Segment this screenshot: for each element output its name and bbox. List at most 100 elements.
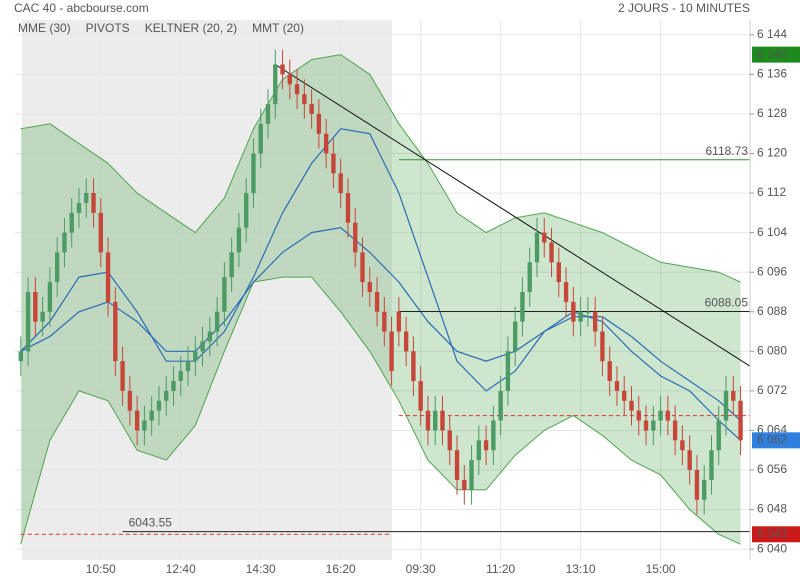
candle-body [614,380,620,391]
candle-body [134,410,140,431]
candle-body [345,193,351,223]
candle-body [411,351,416,381]
keltner-lower [20,276,741,545]
candle-body [294,84,300,95]
candle-body [367,282,372,292]
candle-body [462,479,467,490]
x-tick-label: 15:00 [646,562,676,576]
y-tick-label: 6 048 [757,502,787,516]
price-marker [752,526,800,543]
candle-body [665,410,671,421]
y-tick-label: 6 112 [757,185,786,199]
candle-body [33,291,38,322]
legend-entry: PIVOTS [86,21,130,35]
x-tick-label: 11:20 [486,562,515,576]
candle-body [672,420,678,441]
y-tick-label: 6 096 [757,264,787,278]
candle-body [527,262,532,292]
candle-body [723,390,729,421]
candle-body [265,104,271,124]
candle-body [62,232,67,253]
candle-body [353,222,358,253]
candle-body [331,153,336,174]
price-marker-label: 6 140 [757,47,787,61]
candle-body [185,361,191,372]
price-marker [752,432,800,449]
candle-body [280,64,285,75]
chart-subtitle: 2 JOURS - 10 MINUTES [618,1,750,15]
y-tick-label: 6 104 [757,225,787,239]
candle-body [236,227,242,253]
legend-entry: KELTNER (20, 2) [145,21,237,35]
keltner-upper [20,54,741,283]
candle-body [469,460,474,490]
candle-body [113,301,118,362]
price-marker-label: 6 043 [757,526,787,540]
candle-body [76,202,82,213]
candle-body [251,153,256,194]
candle-body [476,440,482,461]
candle-body [18,351,23,362]
candle-body [302,94,307,105]
chart-title: CAC 40 - abcbourse.com [14,1,149,15]
candle-body [687,450,692,470]
y-tick-label: 6 128 [757,106,787,120]
candle-body [542,232,547,243]
candle-body [91,193,96,213]
candle-body [622,390,627,401]
candle-body [207,331,213,342]
candle-body [382,311,387,332]
candle-body [222,277,227,312]
candle-body [716,420,721,451]
y-tick-label: 6 056 [757,462,787,476]
candle-body [571,301,576,322]
candle-body [505,351,511,391]
y-tick-label: 6 088 [757,304,787,318]
candle-body [200,341,205,352]
candle-body [454,450,460,480]
y-tick-label: 6 120 [757,146,787,160]
candle-body [338,173,343,194]
candle-body [658,410,663,421]
candle-body [651,420,656,431]
candle-body [360,252,365,283]
candle-body [425,410,431,431]
legend-entry: MME (30) [18,21,71,35]
candle-body [498,390,503,421]
candle-body [105,252,111,302]
legend-entry: MMT (20) [252,21,304,35]
candle-body [127,390,133,411]
candle-body [47,282,53,312]
x-tick-label: 09:30 [406,562,436,576]
candle-body [98,212,103,253]
candle-body [229,252,234,278]
candle-body [316,113,322,134]
candle-body [680,440,685,451]
candle-body [374,291,380,312]
candle-body [731,390,736,401]
y-tick-label: 6 040 [757,541,787,555]
level-label: 6118.73 [706,144,749,158]
moving-average [20,128,741,441]
candle-body [600,331,605,362]
candle-body [323,133,329,154]
price-marker-label: 6 062 [757,433,787,447]
y-tick-label: 6 072 [757,383,787,397]
candle-body [694,470,700,500]
candle-body [702,479,707,500]
x-tick-label: 13:10 [566,562,596,576]
candle-body [171,380,176,391]
candle-body [84,193,89,203]
candle-body [520,291,525,322]
candle-body [273,64,278,105]
candle-body [25,291,31,352]
candle-body [309,104,314,114]
candle-body [549,242,554,263]
candle-body [40,311,45,322]
candle-body [491,420,496,451]
candle-body [396,311,402,332]
candle-body [258,123,263,154]
candle-body [607,361,612,381]
candle-body [556,262,561,283]
